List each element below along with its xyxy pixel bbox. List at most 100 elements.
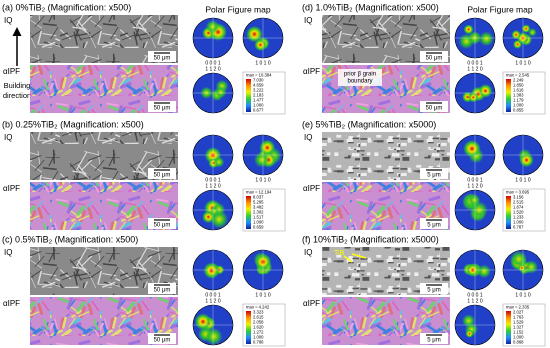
image-label: αIPF xyxy=(303,299,320,308)
legend-value: max = 10.384 xyxy=(246,73,272,78)
legend-value: max = 2.335 xyxy=(506,305,530,310)
panel-title: (f) 10%TiB₂ (Magnification: x5000) xyxy=(302,234,439,244)
pole-label: 0 0 0 1 xyxy=(467,60,483,66)
image-label: IQ xyxy=(4,133,12,142)
legend-value: max = 4.242 xyxy=(246,305,270,310)
pole-label: 0 0 0 1 xyxy=(467,292,483,298)
image-label: αIPF xyxy=(303,184,320,193)
legend-value: 1.233 xyxy=(513,215,524,220)
legend-value: 2.302 xyxy=(253,210,264,215)
image-label: IQ xyxy=(304,248,312,257)
legend-value: max = 3.695 xyxy=(506,190,530,195)
legend-value: 1.000 xyxy=(513,335,524,340)
legend-value: 1.327 xyxy=(513,325,524,330)
legend-value: 1.000 xyxy=(513,103,524,108)
legend-value: 0.786 xyxy=(253,340,264,345)
pole-density xyxy=(205,327,223,346)
annotation: TiB xyxy=(334,250,345,257)
pole-density xyxy=(478,84,493,98)
legend-value: 1.383 xyxy=(513,93,524,98)
legend-value: 5.295 xyxy=(253,200,264,205)
pole-density xyxy=(465,329,474,338)
pole-density xyxy=(468,92,479,103)
pole-density xyxy=(203,262,220,279)
legend-value: 1.477 xyxy=(253,98,264,103)
legend-value: 4.659 xyxy=(253,83,264,88)
pole-label: 1 0 1 0 xyxy=(255,60,271,66)
legend-value: 8.037 xyxy=(253,195,264,200)
scale-bar-box xyxy=(148,101,176,112)
pole-density xyxy=(209,206,220,217)
annotation-arrow xyxy=(351,253,367,259)
legend-value: 2.615 xyxy=(253,315,264,320)
image-label: αIPF xyxy=(3,67,20,76)
pole-label: 0 0 0 1 xyxy=(467,177,483,183)
scale-bar-box xyxy=(420,101,448,112)
scale-bar-box xyxy=(420,283,448,294)
panel-title: (d) 1.0%TiB₂ (Magnification: x500) xyxy=(302,2,439,12)
pole-label: 0 0 0 1 xyxy=(205,177,221,183)
legend-value: 1.763 xyxy=(513,315,524,320)
pole-density xyxy=(200,86,213,100)
colorbar xyxy=(506,196,511,229)
panel: (b) 0.25%TiB₂ (Magnification: x500) IQ αIP… xyxy=(2,119,286,232)
pole-label: 1 1 2 0 xyxy=(467,66,483,72)
legend-value: 1.517 xyxy=(253,215,264,220)
section-header: Polar Figure map xyxy=(467,4,532,14)
scale-label: 50 μm xyxy=(154,288,171,294)
scale-bar-box xyxy=(420,51,448,62)
legend-value: 1.152 xyxy=(513,330,524,335)
pole-label: 1 1 2 0 xyxy=(205,298,221,304)
panel-title: (b) 0.25%TiB₂ (Magnification: x500) xyxy=(2,119,144,129)
scale-label: 50 μm xyxy=(426,56,443,62)
legend-value: 1.179 xyxy=(513,98,524,103)
pole-density xyxy=(510,250,528,268)
pole-density xyxy=(205,19,220,34)
pole-label: 0 0 0 1 xyxy=(205,292,221,298)
scale-bar-box xyxy=(148,218,176,229)
pole-density xyxy=(463,24,474,35)
panel-title: (a) 0%TiB₂ (Magnification: x500) xyxy=(2,2,131,12)
colorbar xyxy=(246,311,251,344)
pole-density xyxy=(511,30,521,40)
legend-value: 1.000 xyxy=(253,103,264,108)
pole-density xyxy=(468,194,481,207)
legend-value: 1.000 xyxy=(513,220,524,225)
scale-label: 50 μm xyxy=(154,106,171,112)
scale-bar-box xyxy=(420,218,448,229)
pole-label: 1 0 1 0 xyxy=(255,177,271,183)
legend-value: 1.529 xyxy=(513,320,524,325)
legend-value: 1.272 xyxy=(253,330,264,335)
pole-density xyxy=(214,86,227,99)
scale-label: 5 μm xyxy=(427,223,440,229)
scale-bar-box xyxy=(420,333,448,344)
legend-value: 0.855 xyxy=(513,108,524,113)
panel: (f) 10%TiB₂ (Magnification: x5000) IQ αIPF… xyxy=(302,234,546,347)
image-label: IQ xyxy=(304,16,312,25)
pole-label: 1 0 1 0 xyxy=(515,292,531,298)
pole-density xyxy=(213,156,225,168)
panel: (a) 0%TiB₂ (Magnification: x500) IQ αIPF 50… xyxy=(2,2,286,115)
scale-label: 50 μm xyxy=(154,56,171,62)
legend-value: 2.249 xyxy=(513,78,524,83)
legend-value: max = 2.545 xyxy=(506,73,530,78)
axis-note: Building xyxy=(4,81,31,90)
legend-value: 3.156 xyxy=(513,195,524,200)
pole-density xyxy=(528,28,537,37)
scale-label: 5 μm xyxy=(427,288,440,294)
pole-density xyxy=(463,140,481,158)
pole-label: 1 0 1 0 xyxy=(255,292,271,298)
legend-value: 2.058 xyxy=(253,320,264,325)
image-label: IQ xyxy=(4,248,12,257)
pole-density xyxy=(462,314,476,328)
legend-value: 2.027 xyxy=(513,310,524,315)
annotation: boundary xyxy=(347,79,372,85)
scale-label: 50 μm xyxy=(426,106,443,112)
scale-label: 5 μm xyxy=(427,173,440,179)
pole-density xyxy=(524,260,539,274)
colorbar xyxy=(246,196,251,229)
legend-value: 1.620 xyxy=(253,325,264,330)
legend-value: 0.659 xyxy=(253,225,264,230)
image-label: αIPF xyxy=(3,184,20,193)
